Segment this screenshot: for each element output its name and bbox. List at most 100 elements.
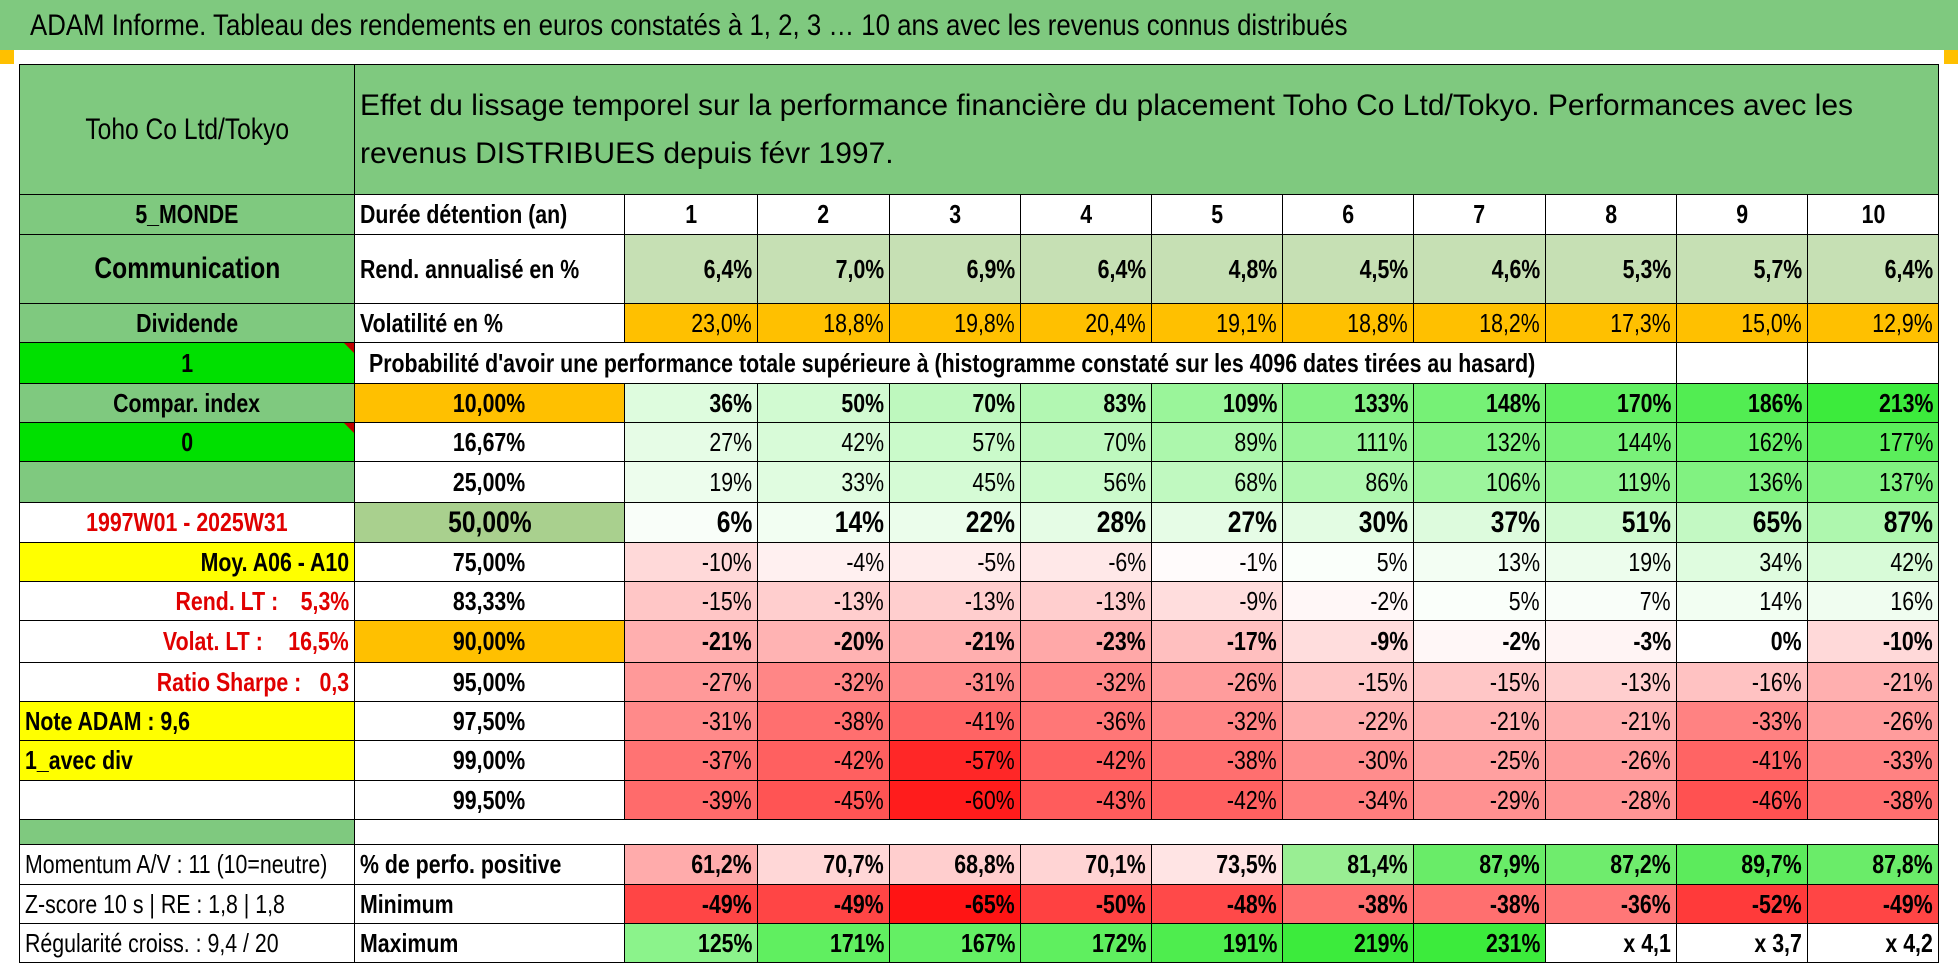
prob-threshold-8-text: 95,00% (453, 666, 526, 697)
year-7: 7 (1413, 194, 1546, 235)
moy-label-text: Moy. A06 - A10 (200, 546, 349, 577)
prob-value-r3-y4: 56% (1020, 461, 1152, 503)
vol-value-6: 18,8% (1282, 303, 1414, 343)
year-6-text: 6 (1342, 199, 1354, 229)
year-2: 2 (757, 194, 890, 235)
prob-value-r2-y9-text: 162% (1747, 426, 1802, 457)
pos-value-7-text: 87,9% (1479, 849, 1540, 879)
flag-cell-1-text: 1 (181, 347, 193, 378)
vol-value-2: 18,8% (757, 303, 890, 343)
prob-value-r7-y4: -23% (1020, 620, 1152, 663)
momentum-label: Momentum A/V : 11 (10=neutre) (19, 844, 355, 885)
prob-threshold-3-text: 25,00% (453, 466, 526, 497)
year-5-text: 5 (1211, 199, 1223, 229)
regularite-label: Régularité croiss. : 9,4 / 20 (19, 923, 355, 963)
prob-value-r11-y9-text: -46% (1752, 784, 1802, 815)
prob-value-r9-y7-text: -21% (1490, 705, 1540, 736)
min-value-6-text: -38% (1358, 888, 1408, 919)
prob-value-r7-y10-text: -10% (1883, 626, 1933, 656)
prob-threshold-6-text: 83,33% (453, 585, 526, 616)
prob-value-r10-y8: -26% (1545, 740, 1677, 781)
max-value-3-text: 167% (960, 927, 1015, 958)
compar-index-label: Compar. index (19, 383, 355, 423)
prob-value-r3-y8: 119% (1545, 461, 1677, 503)
prob-value-r8-y1-text: -27% (702, 666, 752, 697)
prob-value-r1-y10: 213% (1807, 383, 1939, 423)
min-value-7: -38% (1413, 884, 1546, 924)
prob-value-r4-y2-text: 14% (834, 505, 884, 539)
pos-value-3-text: 68,8% (954, 849, 1015, 879)
rend-lt: Rend. LT : 5,3% (19, 581, 355, 621)
rend-lt-value: 5,3% (300, 585, 349, 616)
prob-value-r6-y10: 16% (1807, 581, 1939, 621)
company-name: Toho Co Ltd/Tokyo (19, 64, 355, 195)
prob-value-r7-y7: -2% (1413, 620, 1546, 663)
rend-value-6-text: 4,5% (1359, 253, 1408, 284)
prob-value-r2-y8: 144% (1545, 422, 1677, 462)
prob-value-r3-y5: 68% (1151, 461, 1283, 503)
prob-value-r2-y5: 89% (1151, 422, 1283, 462)
rend-value-5-text: 4,8% (1228, 253, 1277, 284)
prob-value-r6-y7-text: 5% (1509, 585, 1540, 616)
rend-label: Rend. annualisé en % (354, 234, 625, 304)
prob-value-r11-y3-text: -60% (965, 784, 1015, 815)
min-value-4: -50% (1020, 884, 1152, 924)
prob-value-r3-y9: 136% (1676, 461, 1808, 503)
prob-value-r2-y4: 70% (1020, 422, 1152, 462)
period-label-text: 1997W01 - 2025W31 (86, 507, 288, 537)
rend-value-6: 4,5% (1282, 234, 1414, 304)
prob-threshold-9: 97,50% (354, 701, 625, 741)
corner-marker-left (0, 50, 14, 64)
min-value-2-text: -49% (834, 888, 884, 919)
prob-value-r9-y4-text: -36% (1096, 705, 1146, 736)
prob-value-r11-y7-text: -29% (1490, 784, 1540, 815)
pos-value-7: 87,9% (1413, 844, 1546, 885)
prob-value-r9-y5-text: -32% (1227, 705, 1277, 736)
prob-value-r4-y9-text: 65% (1752, 505, 1802, 539)
prob-value-r4-y4-text: 28% (1096, 505, 1146, 539)
vol-value-7: 18,2% (1413, 303, 1546, 343)
min-value-10-text: -49% (1883, 888, 1933, 919)
volat-lt: Volat. LT : 16,5% (19, 620, 355, 663)
prob-value-r7-y3-text: -21% (965, 626, 1015, 656)
note-adam-text: Note ADAM : 9,6 (25, 705, 191, 736)
prob-value-r9-y8-text: -21% (1621, 705, 1671, 736)
max-value-10: x 4,2 (1807, 923, 1939, 963)
rend-value-7: 4,6% (1413, 234, 1546, 304)
report-title: ADAM Informe. Tableau des rendements en … (30, 9, 1348, 42)
max-value-5: 191% (1151, 923, 1283, 963)
type-label: Dividende (19, 303, 355, 343)
prob-value-r11-y3: -60% (889, 780, 1021, 820)
rend-lt-label: Rend. LT : (175, 585, 278, 616)
prob-threshold-7: 90,00% (354, 620, 625, 663)
rend-value-5: 4,8% (1151, 234, 1283, 304)
prob-threshold-1: 10,00% (354, 383, 625, 423)
max-value-6-text: 219% (1353, 927, 1408, 958)
prob-value-r7-y2: -20% (757, 620, 890, 663)
year-6: 6 (1282, 194, 1414, 235)
prob-value-r6-y6-text: -2% (1370, 585, 1408, 616)
prob-value-r3-y1: 19% (624, 461, 758, 503)
zscore-label-text: Z-score 10 s | RE : 1,8 | 1,8 (25, 888, 285, 919)
prob-value-r5-y9: 34% (1676, 542, 1808, 582)
flag-cell-2: 0 (19, 422, 355, 462)
prob-value-r10-y5: -38% (1151, 740, 1283, 781)
prob-value-r2-y6: 111% (1282, 422, 1414, 462)
period-label: 1997W01 - 2025W31 (19, 502, 355, 543)
duree-label: Durée détention (an) (354, 194, 625, 235)
company-name-text: Toho Co Ltd/Tokyo (85, 112, 289, 146)
sector-label: Communication (19, 234, 355, 304)
prob-value-r11-y1: -39% (624, 780, 758, 820)
prob-value-r6-y2: -13% (757, 581, 890, 621)
min-value-9-text: -52% (1752, 888, 1802, 919)
vol-value-8-text: 17,3% (1610, 307, 1671, 338)
vol-value-3-text: 19,8% (954, 307, 1015, 338)
prob-value-r2-y3: 57% (889, 422, 1021, 462)
moy-label: Moy. A06 - A10 (19, 542, 355, 582)
rend-value-8: 5,3% (1545, 234, 1677, 304)
prob-value-r2-y8-text: 144% (1616, 426, 1671, 457)
prob-value-r8-y5-text: -26% (1227, 666, 1277, 697)
prob-value-r5-y5: -1% (1151, 542, 1283, 582)
prob-value-r10-y7: -25% (1413, 740, 1546, 781)
prob-value-r6-y4-text: -13% (1096, 585, 1146, 616)
